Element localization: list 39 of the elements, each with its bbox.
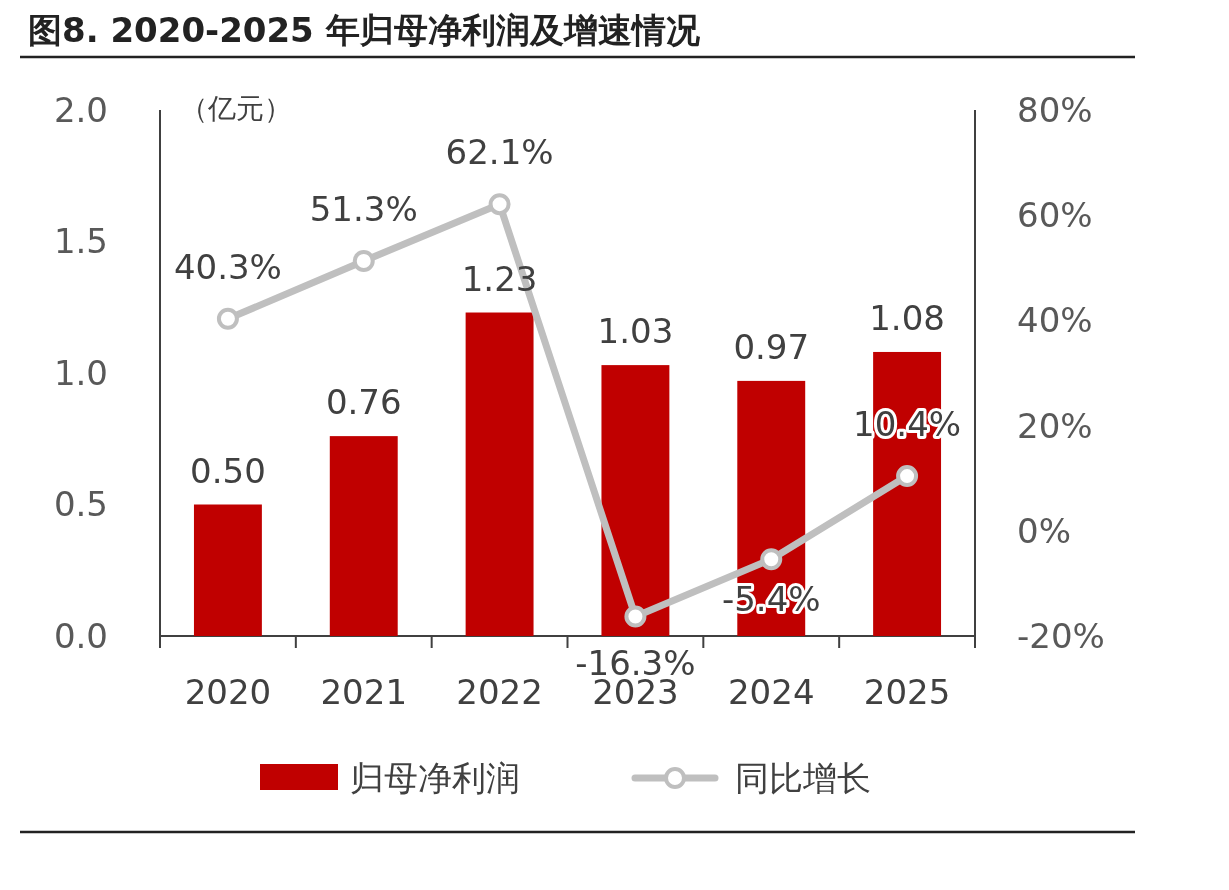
y2-tick-label: 40% (1017, 300, 1093, 341)
y2-tick-label: 0% (1017, 510, 1071, 551)
data-label: 1.03 (597, 311, 674, 352)
y-tick-label: 1.5 (53, 221, 108, 262)
y2-tick-label: -20% (1017, 615, 1105, 656)
bar (193, 504, 262, 636)
data-label: 0.50 (190, 450, 266, 491)
data-label: 1.08 (869, 297, 945, 338)
x-tick-label: 2021 (320, 672, 408, 712)
data-label: 62.1% (445, 132, 554, 173)
bar (329, 436, 398, 636)
x-tick-label: 2020 (184, 672, 272, 712)
point (624, 605, 647, 628)
point (760, 548, 783, 571)
x-tick-label: 2025 (863, 672, 951, 712)
data-label: 1.23 (461, 258, 538, 299)
y-tick-label: 0.0 (53, 615, 108, 656)
point (352, 249, 375, 272)
legend-label: 归母净利润 (350, 757, 520, 798)
y-tick-label: 2.0 (53, 89, 108, 130)
point (488, 193, 511, 216)
data-label: 0.97 (733, 326, 810, 367)
y-axis-title: （亿元） (180, 92, 292, 125)
bar (601, 365, 670, 636)
point (896, 465, 919, 488)
y2-tick-label: 20% (1017, 405, 1093, 446)
y-tick-label: 1.0 (53, 352, 108, 393)
x-tick-label: 2022 (456, 672, 543, 712)
y2-tick-label: 60% (1017, 195, 1093, 236)
x-tick-label: 2024 (727, 672, 815, 712)
bar (465, 312, 534, 636)
y2-tick-label: 80% (1017, 89, 1093, 130)
data-label: 0.76 (325, 382, 402, 423)
point (216, 307, 239, 330)
data-label: 40.3% (173, 246, 282, 287)
chart-title: 图8. 2020-2025 年归母净利润及增速情况 (28, 10, 701, 50)
legend-label: 同比增长 (735, 757, 871, 798)
data-label: 51.3% (309, 188, 418, 229)
y-tick-label: 0.5 (53, 484, 108, 525)
